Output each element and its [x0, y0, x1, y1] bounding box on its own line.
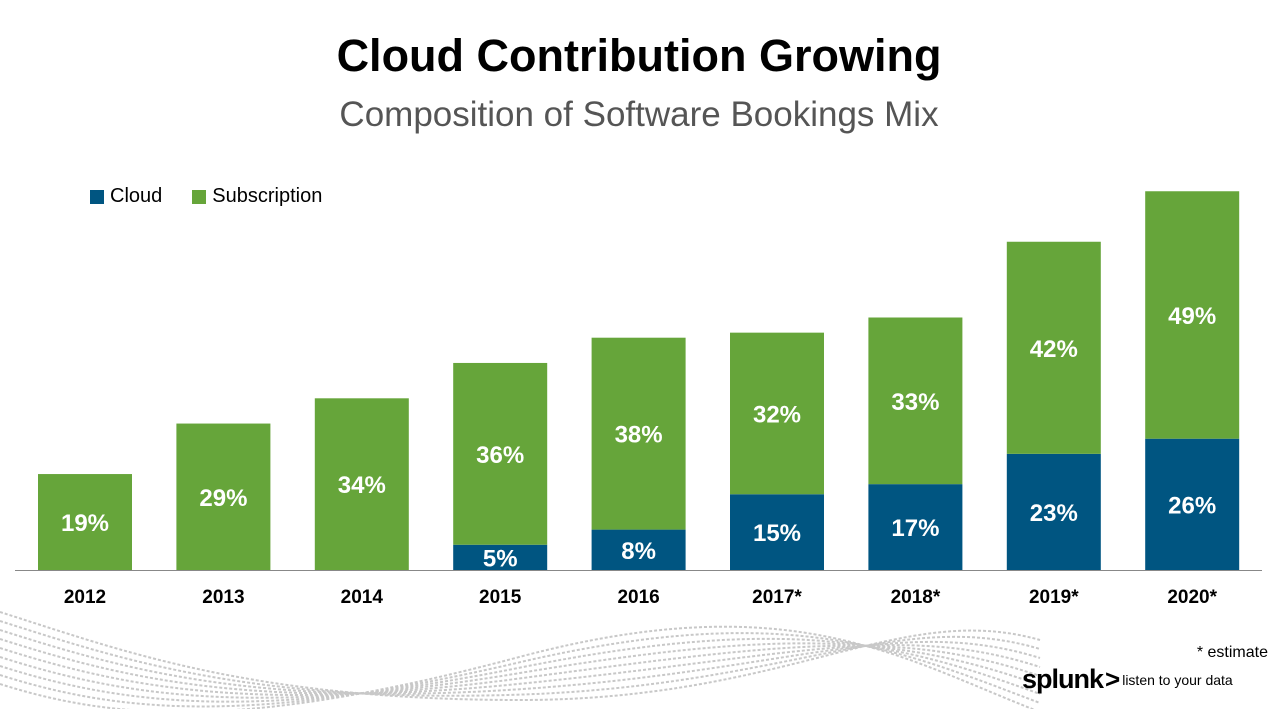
legend-item-subscription: Subscription [192, 185, 322, 208]
logo-chevron: > [1105, 664, 1121, 694]
legend-label: Subscription [212, 185, 323, 207]
legend-label: Cloud [110, 185, 163, 207]
bar-subscription-2015 [453, 362, 548, 545]
data-label: 49% [1168, 303, 1216, 330]
data-label: 5% [483, 545, 518, 572]
legend-swatch-cloud [90, 189, 104, 204]
bar-subscription-2014 [314, 398, 409, 570]
log-line [0, 629, 1041, 695]
legend-swatch-subscription [192, 189, 207, 204]
bar-cloud-2015 [453, 544, 548, 570]
logo-tagline: listen to your data [1122, 671, 1233, 688]
bar-subscription-2013 [176, 423, 271, 570]
bar-subscription-2020 [1145, 191, 1240, 439]
log-line [0, 632, 1041, 708]
x-tick-label: 2016 [617, 587, 659, 608]
bar-subscription-2018 [868, 317, 963, 485]
data-label: 23% [1030, 500, 1078, 527]
bar-cloud-2017 [730, 494, 824, 570]
log-line [0, 642, 1041, 699]
bar-subscription-2019 [1006, 241, 1101, 454]
bar-cloud-2019 [1006, 453, 1101, 570]
x-tick-label: 2020* [1167, 587, 1217, 608]
bar-subscription-2012 [38, 474, 132, 570]
page-subtitle: Composition of Software Bookings Mix [339, 95, 939, 134]
data-label: 19% [61, 510, 109, 537]
bar-cloud-2018 [868, 484, 963, 570]
log-wave-decoration [0, 611, 1041, 709]
legend-item-cloud: Cloud [90, 185, 162, 208]
x-tick-label: 2019* [1029, 587, 1079, 608]
logo-word: splunk [1022, 664, 1104, 694]
bar-subscription-2017 [730, 332, 824, 495]
log-line [0, 638, 1041, 695]
bar-cloud-2016 [591, 529, 686, 570]
x-tick-label: 2013 [202, 587, 244, 608]
data-label: 17% [891, 515, 939, 542]
x-tick-label: 2014 [341, 587, 384, 608]
x-tick-label: 2018* [891, 587, 941, 608]
bar-subscription-2016 [591, 337, 686, 530]
data-label: 36% [476, 442, 524, 469]
log-line [0, 620, 1041, 697]
log-line [0, 611, 1041, 702]
legend: Cloud Subscription [90, 185, 322, 208]
data-label: 29% [199, 485, 247, 512]
x-tick-label: 2012 [64, 587, 106, 608]
x-tick-label: 2015 [479, 587, 522, 608]
data-label: 26% [1168, 492, 1216, 519]
x-tick-label: 2017* [752, 587, 802, 608]
splunk-logo: splunk > listen to your data [1022, 664, 1233, 695]
estimate-note: * estimate [1196, 644, 1268, 661]
data-label: 15% [753, 520, 801, 547]
data-label: 34% [338, 472, 386, 499]
data-label: 32% [753, 401, 801, 428]
log-line [0, 637, 1041, 703]
data-label: 8% [621, 538, 656, 565]
data-label: 42% [1030, 336, 1078, 363]
data-label: 38% [615, 422, 663, 449]
data-label: 33% [891, 389, 939, 416]
page-title: Cloud Contribution Growing [336, 30, 942, 81]
bar-cloud-2020 [1145, 438, 1240, 570]
log-line [0, 644, 1041, 696]
